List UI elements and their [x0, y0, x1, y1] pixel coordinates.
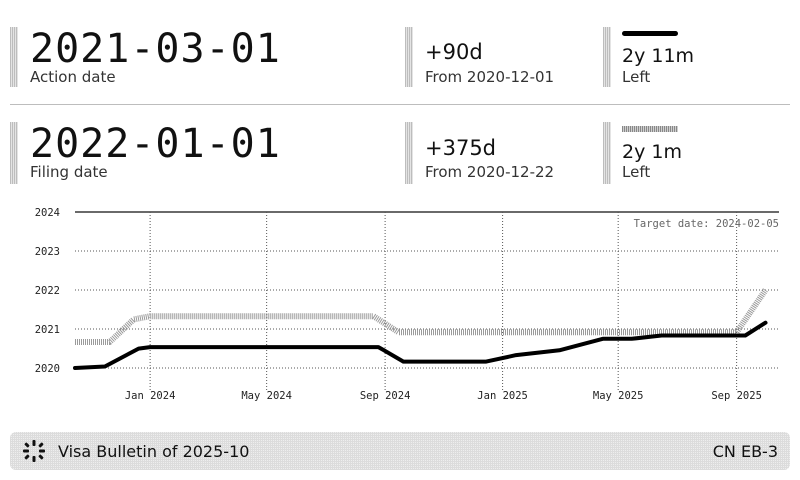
x-tick-label: Jan 2025	[477, 390, 528, 402]
filing-date-series-line	[75, 288, 768, 345]
chart-grid	[75, 211, 779, 390]
action-date-label: Action date	[30, 68, 116, 86]
filing-left-label: Left	[622, 163, 651, 181]
filing-delta-value: +375d	[425, 136, 497, 160]
filing-left-accent-bar	[603, 122, 611, 184]
y-tick-label: 2021	[35, 324, 60, 336]
target-date-annotation: Target date: 2024-02-05	[634, 218, 779, 230]
y-tick-label: 2023	[35, 246, 60, 258]
visa-bulletin-label: Visa Bulletin of 2025-10	[58, 442, 250, 461]
action-date-row: 2021-03-01 Action date +90d From 2020-12…	[0, 0, 800, 104]
filing-date-label: Filing date	[30, 163, 108, 181]
action-legend-solid-line	[622, 31, 678, 36]
chart-svg: 2020 2021 2022 2023 2024 Jan 2024 May 2024 Sep…	[35, 207, 779, 402]
filing-date-accent-bar	[10, 122, 18, 184]
y-tick-label: 2020	[35, 363, 60, 375]
action-from-label: From 2020-12-01	[425, 68, 555, 86]
action-delta-accent-bar	[405, 27, 413, 87]
filing-delta-accent-bar	[405, 122, 413, 184]
x-tick-label: Jan 2024	[125, 390, 176, 402]
x-tick-label: May 2025	[593, 390, 644, 402]
filing-legend-dotted-line	[622, 126, 678, 132]
priority-date-chart: 2020 2021 2022 2023 2024 Jan 2024 May 2024 Sep…	[0, 200, 800, 415]
action-date-value: 2021-03-01	[30, 26, 281, 72]
action-left-label: Left	[622, 68, 651, 86]
sparkle-logo-icon	[23, 440, 45, 462]
x-tick-label: Sep 2024	[360, 390, 411, 402]
filing-date-value: 2022-01-01	[30, 121, 281, 167]
filing-from-label: From 2020-12-22	[425, 163, 555, 181]
y-tick-label: 2022	[35, 285, 60, 297]
visa-category-label: CN EB-3	[712, 442, 778, 461]
x-tick-label: May 2024	[241, 390, 292, 402]
y-axis-ticks: 2020 2021 2022 2023 2024	[35, 207, 60, 375]
x-tick-label: Sep 2025	[711, 390, 762, 402]
action-date-series-line	[73, 320, 768, 370]
filing-left-value: 2y 1m	[622, 141, 682, 163]
action-left-value: 2y 11m	[622, 45, 695, 67]
section-divider	[10, 104, 790, 105]
x-axis-ticks: Jan 2024 May 2024 Sep 2024 Jan 2025 May 2025…	[125, 390, 762, 402]
action-delta-value: +90d	[425, 40, 483, 64]
y-tick-label: 2024	[35, 207, 60, 219]
chart-series	[73, 288, 768, 370]
filing-date-row: 2022-01-01 Filing date +375d From 2020-1…	[0, 104, 800, 200]
action-date-accent-bar	[10, 27, 18, 87]
footer-bar: Visa Bulletin of 2025-10 CN EB-3	[10, 432, 790, 470]
action-left-accent-bar	[603, 27, 611, 87]
